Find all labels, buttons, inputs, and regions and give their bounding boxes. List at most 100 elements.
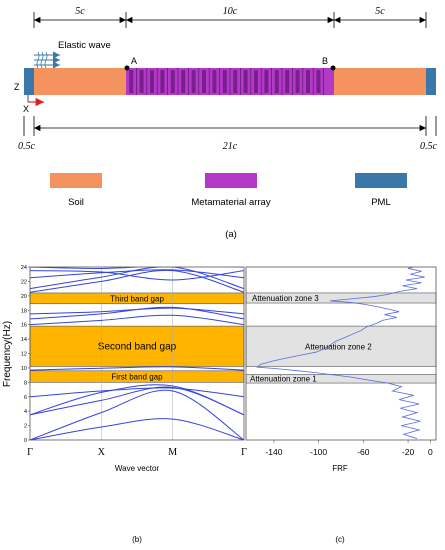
unit-cell-core: [285, 70, 290, 93]
unit-cell-core: [170, 70, 175, 93]
unit-cell-core: [212, 70, 217, 93]
band-gap-label: Third band gap: [110, 294, 164, 303]
dispersion-branch: [30, 314, 244, 326]
y-tick-label: 8: [24, 380, 27, 386]
point-a-marker: [124, 65, 130, 71]
dispersion-branch: [30, 384, 244, 416]
point-b-label: B: [322, 56, 328, 66]
dispersion-branch: [30, 307, 244, 315]
caption-b: (b): [132, 535, 142, 544]
y-tick-label: 24: [21, 265, 27, 271]
unit-cell-core: [233, 70, 238, 93]
y-tick-label: 16: [21, 323, 27, 329]
caption-a: (a): [225, 229, 237, 240]
legend-swatch-pml: [355, 173, 407, 188]
axis-z-label: Z: [14, 82, 20, 92]
legend-label-soil: Soil: [68, 197, 84, 208]
unit-cell-core: [202, 70, 206, 93]
y-tick-label: 20: [21, 294, 27, 300]
wave-curve-3: [44, 51, 48, 69]
attenuation-zone-label: Attenuation zone 1: [250, 375, 317, 384]
frf-plot-frame: [245, 266, 437, 441]
x-tick-label: -60: [357, 447, 370, 457]
y-tick-label: 0: [24, 438, 27, 444]
frf-x-ticks: -140 -100 -60 -20 0: [265, 440, 433, 457]
x-tick-label: Γ: [241, 447, 247, 458]
point-a-label: A: [131, 56, 137, 66]
dim-label-middle: 10c: [223, 6, 238, 17]
y-tick-label: 4: [24, 409, 27, 415]
unit-cell-core: [254, 70, 258, 93]
unit-cell-core: [181, 70, 186, 93]
y-tick-label: 10: [21, 366, 27, 372]
x-tick-label: -140: [265, 447, 282, 457]
wave-curve-1: [36, 51, 40, 69]
unit-cell-core: [316, 70, 321, 93]
band-structure-lines: [30, 267, 244, 440]
soil-right: [334, 68, 426, 95]
panel-a: 5c 10c 5c Elastic wave A B Z X 21c: [14, 6, 438, 240]
dispersion-branch: [30, 267, 244, 290]
dispersion-branch: [30, 387, 244, 398]
band-gap-rect: [29, 325, 245, 367]
pml-left: [24, 68, 34, 95]
x-tick-label: -20: [402, 447, 415, 457]
dispersion-branch: [30, 269, 244, 293]
wave-curve-2: [40, 51, 44, 69]
y-tick-label: 14: [21, 337, 27, 343]
dim-label-right: 5c: [375, 6, 385, 17]
unit-cell-core: [295, 70, 300, 93]
panel-b: First band gap Second band gap Third band …: [2, 265, 247, 544]
y-tick-label: 2: [24, 424, 27, 430]
unit-cell-core: [150, 70, 154, 93]
unit-cell-core: [243, 70, 248, 93]
legend-swatch-metamaterial: [205, 173, 257, 188]
soil-left: [34, 68, 126, 95]
x-tick-label: X: [98, 447, 106, 458]
legend-swatch-soil: [50, 173, 102, 188]
dispersion-branch: [30, 267, 244, 269]
attenuation-zone-label: Attenuation zone 2: [305, 342, 372, 351]
y-tick-label: 12: [21, 352, 27, 358]
dispersion-branch: [30, 269, 244, 279]
band-gap-regions: First band gap Second band gap Third band …: [29, 292, 245, 383]
frf-line: [256, 267, 425, 439]
point-b-marker: [330, 65, 336, 71]
x-tick-label: 0: [428, 447, 433, 457]
frf-xlabel: FRF: [332, 464, 348, 473]
legend-label-pml: PML: [371, 197, 391, 208]
band-grid-lines: [101, 267, 173, 440]
caption-c: (c): [335, 535, 345, 544]
x-tick-label: M: [168, 447, 177, 458]
dispersion-branch: [30, 389, 244, 440]
unit-cell-core: [191, 70, 196, 93]
metamaterial-unit-cells: [129, 68, 324, 95]
x-tick-label: -100: [310, 447, 327, 457]
attenuation-zone-label: Attenuation zone 3: [252, 294, 319, 303]
frf-curve: [256, 267, 425, 439]
axis-x-label: X: [23, 104, 29, 114]
attenuation-zone-regions: [245, 292, 437, 384]
band-ylabel: Frequency(Hz): [2, 321, 13, 387]
band-xlabel: Wave vector: [115, 464, 159, 473]
unit-cell-core: [129, 70, 134, 93]
panel-c: -140 -100 -60 -20 0 FRF (c) Attenuation zone…: [245, 266, 437, 544]
unit-cell-core: [306, 70, 310, 93]
dispersion-branch: [30, 386, 244, 416]
unit-cell-core: [160, 70, 165, 93]
legend-label-metamaterial: Metamaterial array: [191, 197, 270, 208]
dispersion-branch: [30, 270, 244, 281]
unit-cell-core: [139, 70, 144, 93]
dispersion-branch: [30, 366, 244, 371]
pml-right: [426, 68, 436, 95]
wave-label: Elastic wave: [58, 40, 111, 51]
band-gap-label: First band gap: [111, 373, 163, 382]
band-gap-label: Second band gap: [98, 341, 177, 352]
dispersion-branch: [30, 418, 244, 440]
dim-label-left: 5c: [75, 6, 85, 17]
x-tick-label: Γ: [27, 447, 33, 458]
unit-cell-core: [264, 70, 269, 93]
